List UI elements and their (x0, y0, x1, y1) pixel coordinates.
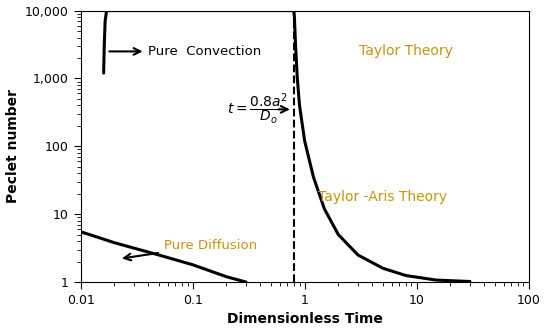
Text: $t = \dfrac{0.8a^2}{D_o}$: $t = \dfrac{0.8a^2}{D_o}$ (227, 92, 289, 127)
Y-axis label: Peclet number: Peclet number (5, 89, 20, 203)
X-axis label: Dimensionless Time: Dimensionless Time (227, 312, 383, 326)
Text: Pure  Convection: Pure Convection (109, 45, 262, 58)
Text: Taylor -Aris Theory: Taylor -Aris Theory (318, 190, 447, 204)
Text: Pure Diffusion: Pure Diffusion (124, 239, 257, 260)
Text: Taylor Theory: Taylor Theory (359, 44, 453, 58)
